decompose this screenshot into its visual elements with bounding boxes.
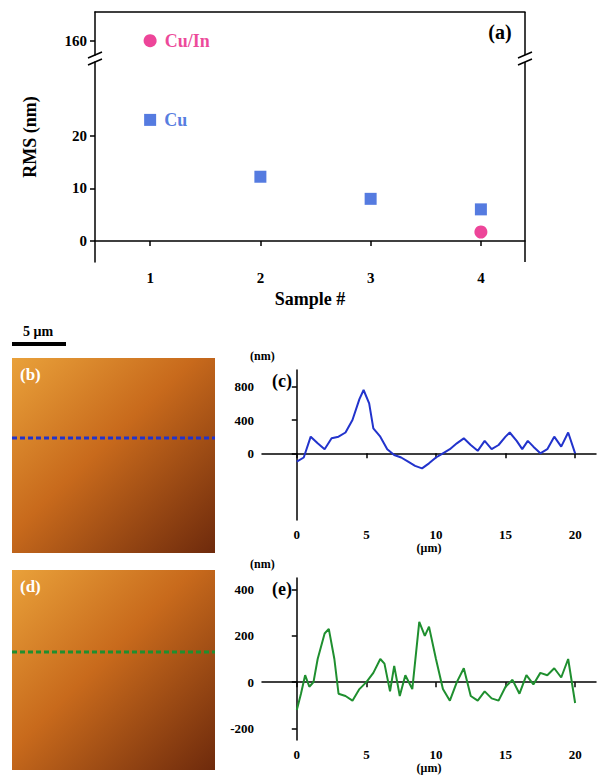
svg-text:RMS (nm): RMS (nm) xyxy=(20,96,41,178)
svg-text:10: 10 xyxy=(72,180,87,196)
svg-text:Sample #: Sample # xyxy=(275,289,346,309)
svg-text:20: 20 xyxy=(569,747,582,762)
svg-text:0: 0 xyxy=(294,747,301,762)
svg-text:(b): (b) xyxy=(20,365,41,384)
svg-text:10: 10 xyxy=(429,527,442,542)
svg-text:Cu: Cu xyxy=(164,110,187,130)
svg-text:15: 15 xyxy=(499,527,513,542)
svg-text:10: 10 xyxy=(429,747,442,762)
svg-text:(e): (e) xyxy=(272,579,292,600)
svg-text:800: 800 xyxy=(235,379,255,394)
svg-text:(μm): (μm) xyxy=(417,761,442,775)
svg-text:20: 20 xyxy=(569,527,582,542)
svg-text:15: 15 xyxy=(499,747,513,762)
svg-text:5 μm: 5 μm xyxy=(23,324,53,339)
svg-text:200: 200 xyxy=(235,628,255,643)
svg-text:160: 160 xyxy=(65,33,88,49)
svg-text:(nm): (nm) xyxy=(250,349,275,363)
svg-text:1: 1 xyxy=(146,270,154,286)
svg-text:Cu/In: Cu/In xyxy=(165,31,210,51)
svg-text:(μm): (μm) xyxy=(417,541,442,555)
svg-text:4: 4 xyxy=(477,270,485,286)
svg-text:2: 2 xyxy=(257,270,265,286)
svg-text:3: 3 xyxy=(367,270,375,286)
svg-text:0: 0 xyxy=(294,527,301,542)
svg-text:5: 5 xyxy=(363,747,370,762)
svg-text:0: 0 xyxy=(248,675,255,690)
svg-text:20: 20 xyxy=(72,128,87,144)
svg-text:(c): (c) xyxy=(272,371,292,392)
svg-text:(nm): (nm) xyxy=(250,557,275,571)
svg-text:0: 0 xyxy=(80,233,88,249)
svg-text:-200: -200 xyxy=(230,721,254,736)
svg-text:400: 400 xyxy=(235,582,255,597)
svg-text:400: 400 xyxy=(235,413,255,428)
svg-text:5: 5 xyxy=(363,527,370,542)
svg-text:0: 0 xyxy=(248,446,255,461)
svg-text:(a): (a) xyxy=(488,21,511,44)
svg-text:(d): (d) xyxy=(20,577,41,596)
